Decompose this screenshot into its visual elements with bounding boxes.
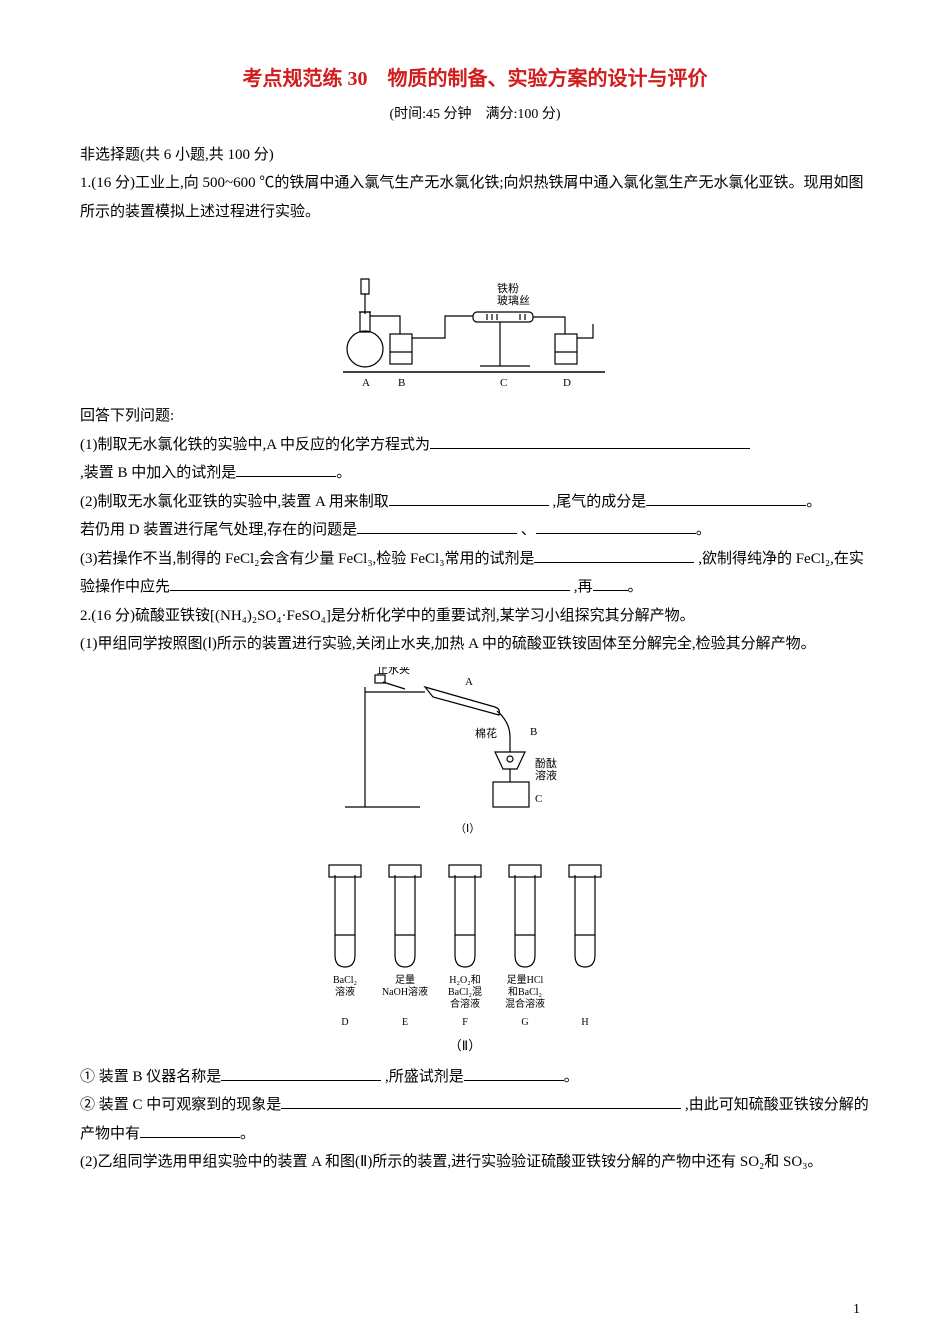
q2-s1a: ① 装置 B 仪器名称是 bbox=[80, 1069, 221, 1085]
q2-p2: (2)乙组同学选用甲组实验中的装置 A 和图(Ⅱ)所示的装置,进行实验验证硫酸亚… bbox=[80, 1148, 870, 1177]
label-fe: 铁粉 bbox=[497, 282, 519, 295]
blank bbox=[221, 1065, 381, 1081]
label-C: C bbox=[500, 377, 507, 389]
page-subtitle: (时间:45 分钟 满分:100 分) bbox=[80, 102, 870, 129]
svg-text:BaCl₂: BaCl₂ bbox=[333, 975, 357, 986]
svg-text:和BaCl₂: 和BaCl₂ bbox=[508, 986, 542, 998]
label-C2: C bbox=[535, 793, 542, 805]
q1-p2c: 若仍用 D 装置进行尾气处理,存在的问题是 bbox=[80, 522, 357, 538]
blank bbox=[357, 518, 517, 534]
dot: 。 bbox=[240, 1126, 255, 1142]
q1-p1b: ,装置 B 中加入的试剂是 bbox=[80, 465, 236, 481]
label-cotton: 棉花 bbox=[475, 726, 497, 740]
q1-p1a: (1)制取无水氯化铁的实验中,A 中反应的化学方程式为 bbox=[80, 437, 430, 453]
svg-text:足量HCl: 足量HCl bbox=[507, 974, 544, 986]
dot: 。 bbox=[696, 522, 711, 538]
page-number: 1 bbox=[853, 1297, 860, 1324]
section-header: 非选择题(共 6 小题,共 100 分) bbox=[80, 141, 870, 170]
dot: 。 bbox=[336, 465, 351, 481]
blank bbox=[536, 518, 696, 534]
q2-figure2: BaCl₂ 溶液 足量 NaOH溶液 H₂O₂和 BaCl₂混 合溶液 足量HC… bbox=[80, 845, 870, 1055]
svg-text:D: D bbox=[341, 1017, 348, 1028]
svg-text:G: G bbox=[521, 1017, 528, 1028]
blank bbox=[236, 461, 336, 477]
svg-text:F: F bbox=[462, 1017, 468, 1028]
q1-p2a: (2)制取无水氯化亚铁的实验中,装置 A 用来制取 bbox=[80, 494, 389, 510]
blank bbox=[534, 547, 694, 563]
svg-text:E: E bbox=[402, 1017, 408, 1028]
sep: 、 bbox=[521, 522, 536, 538]
q1-figure: 铁粉 玻璃丝 A B C D bbox=[80, 234, 870, 394]
q2-s1b: ,所盛试剂是 bbox=[385, 1069, 464, 1085]
label-sol: 溶液 bbox=[535, 768, 557, 782]
q1-p3c: ,再 bbox=[574, 579, 593, 595]
q2-stem: 2.(16 分)硫酸亚铁铵[(NH₄)₂SO₄·FeSO₄]是分析化学中的重要试… bbox=[80, 602, 870, 631]
q1-part3: (3)若操作不当,制得的 FeCl₂会含有少量 FeCl₃,检验 FeCl₃常用… bbox=[80, 545, 870, 602]
blank bbox=[430, 433, 750, 449]
dot: 。 bbox=[564, 1069, 579, 1085]
svg-text:NaOH溶液: NaOH溶液 bbox=[382, 985, 428, 998]
q1-prompt: 回答下列问题: bbox=[80, 402, 870, 431]
svg-text:合溶液: 合溶液 bbox=[450, 997, 480, 1010]
q1-part1: (1)制取无水氯化铁的实验中,A 中反应的化学方程式为 ,装置 B 中加入的试剂… bbox=[80, 431, 870, 488]
q2-figure1: 止水夹 A 棉花 B 酚酞 溶液 C （Ⅰ） bbox=[80, 667, 870, 837]
q2-s2a: ② 装置 C 中可观察到的现象是 bbox=[80, 1097, 281, 1113]
blank bbox=[646, 490, 806, 506]
q1-p2b: ,尾气的成分是 bbox=[553, 494, 647, 510]
blank bbox=[464, 1065, 564, 1081]
svg-text:H₂O₂和: H₂O₂和 bbox=[449, 974, 480, 986]
label-B: B bbox=[398, 377, 405, 389]
label-A: A bbox=[362, 377, 370, 389]
label-B2: B bbox=[530, 726, 537, 738]
svg-text:（Ⅱ）: （Ⅱ） bbox=[449, 1038, 481, 1053]
blank bbox=[593, 575, 628, 591]
q1-part2: (2)制取无水氯化亚铁的实验中,装置 A 用来制取 ,尾气的成分是。 若仍用 D… bbox=[80, 488, 870, 545]
blank bbox=[170, 575, 570, 591]
q2-s2: ② 装置 C 中可观察到的现象是 ,由此可知硫酸亚铁铵分解的产物中有。 bbox=[80, 1091, 870, 1148]
svg-text:混合溶液: 混合溶液 bbox=[505, 997, 545, 1010]
dot: 。 bbox=[806, 494, 821, 510]
roman1: （Ⅰ） bbox=[455, 822, 480, 835]
blank bbox=[281, 1093, 681, 1109]
q1-p3a: (3)若操作不当,制得的 FeCl₂会含有少量 FeCl₃,检验 FeCl₃常用… bbox=[80, 551, 534, 567]
svg-text:溶液: 溶液 bbox=[335, 985, 355, 998]
page-title: 考点规范练 30 物质的制备、实验方案的设计与评价 bbox=[80, 60, 870, 98]
dot: 。 bbox=[628, 579, 643, 595]
svg-text:BaCl₂混: BaCl₂混 bbox=[448, 986, 482, 998]
label-glass: 玻璃丝 bbox=[497, 293, 530, 307]
label-D: D bbox=[563, 377, 571, 389]
svg-text:足量: 足量 bbox=[395, 974, 415, 986]
label-A2: A bbox=[465, 676, 473, 688]
blank bbox=[389, 490, 549, 506]
svg-text:H: H bbox=[581, 1017, 588, 1028]
blank bbox=[140, 1122, 240, 1138]
q1-stem: 1.(16 分)工业上,向 500~600 ℃的铁屑中通入氯气生产无水氯化铁;向… bbox=[80, 169, 870, 226]
q2-p1: (1)甲组同学按照图(Ⅰ)所示的装置进行实验,关闭止水夹,加热 A 中的硫酸亚铁… bbox=[80, 630, 870, 659]
label-pp: 酚酞 bbox=[535, 756, 557, 770]
q2-s1: ① 装置 B 仪器名称是 ,所盛试剂是 。 bbox=[80, 1063, 870, 1092]
label-stop: 止水夹 bbox=[377, 667, 410, 676]
